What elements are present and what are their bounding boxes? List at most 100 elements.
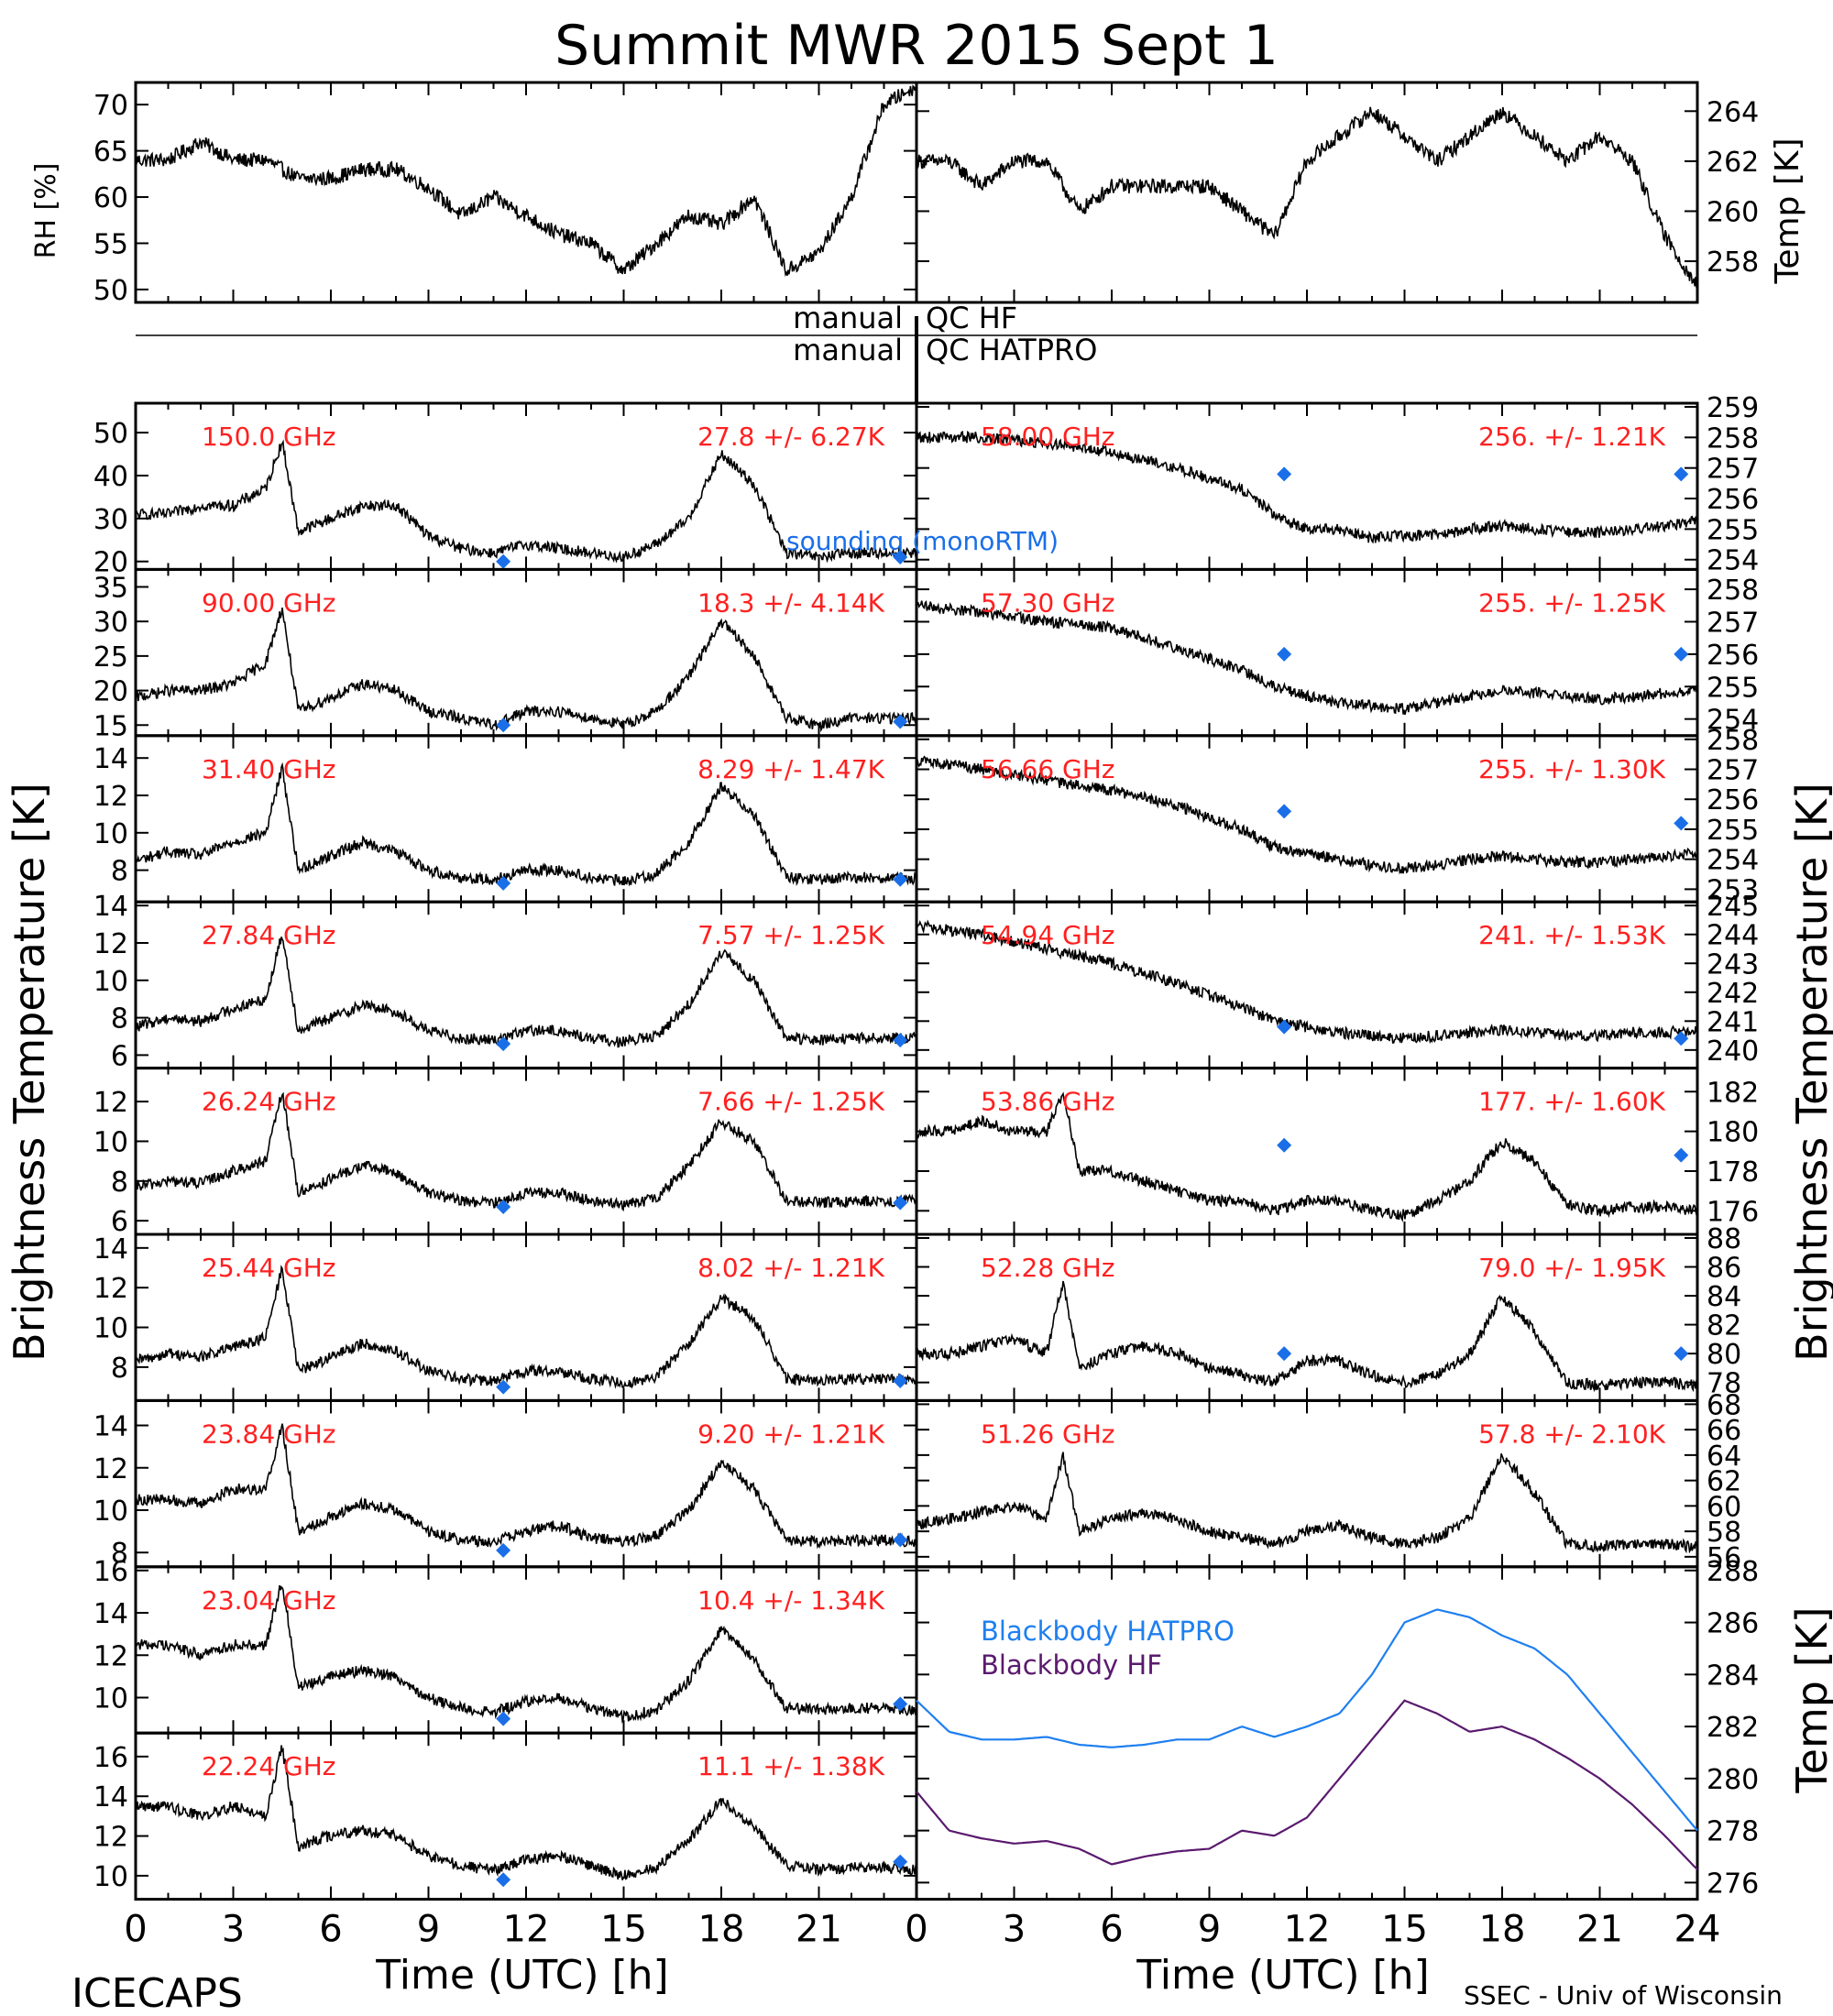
trace-line	[135, 1584, 917, 1724]
y-tick-label: 14	[93, 1411, 128, 1443]
y-tick-label: 65	[93, 137, 128, 169]
x-tick-label-left: 9	[417, 1909, 440, 1951]
channel-stats: 177. +/- 1.60K	[1478, 1087, 1665, 1117]
y-tick-label: 40	[93, 461, 128, 493]
y-tick-label: 240	[1707, 1035, 1759, 1068]
x-tick-label-right: 0	[905, 1909, 927, 1951]
y-tick-label: 282	[1707, 1712, 1759, 1744]
y-tick-label: 30	[93, 504, 128, 536]
y-tick-label: 12	[93, 1640, 128, 1672]
bb-hf-line	[916, 1699, 1698, 1870]
channel-stats: 57.8 +/- 2.10K	[1478, 1419, 1665, 1449]
channel-stats: 255. +/- 1.30K	[1478, 754, 1665, 784]
y-tick-label: 64	[1707, 1441, 1741, 1473]
sounding-marker	[496, 1379, 511, 1395]
sounding-marker	[1674, 1031, 1689, 1046]
qc-hf-right: QC HF	[926, 301, 1017, 335]
y-tick-label: 176	[1707, 1196, 1759, 1228]
sounding-marker	[496, 718, 511, 733]
y-tick-label: 14	[93, 1781, 128, 1813]
y-tick-label: 10	[93, 1126, 128, 1158]
y-tick-label: 20	[93, 676, 128, 708]
sounding-marker	[496, 1199, 511, 1214]
chart-title: Summit MWR 2015 Sept 1	[554, 14, 1279, 78]
y-tick-label: 88	[1707, 1223, 1741, 1255]
y-tick-label: 178	[1707, 1156, 1759, 1189]
channel-label: 56.66 GHz	[981, 754, 1115, 784]
time-axis-label-right: Time (UTC) [h]	[1136, 1952, 1429, 1999]
sounding-marker	[1277, 1019, 1292, 1035]
channel-stats: 9.20 +/- 1.21K	[697, 1419, 884, 1449]
time-axis-label-left: Time (UTC) [h]	[375, 1952, 668, 1999]
y-tick-label: 241	[1707, 1006, 1759, 1038]
y-tick-label: 70	[93, 90, 128, 122]
y-tick-label: 180	[1707, 1117, 1759, 1149]
y-tick-label: 60	[1707, 1491, 1741, 1523]
y-tick-label: 10	[93, 1496, 128, 1528]
x-tick-label-left: 18	[698, 1909, 745, 1951]
x-tick-label-left: 15	[600, 1909, 647, 1951]
bb-hatpro-line	[916, 1608, 1698, 1832]
channel-stats: 7.66 +/- 1.25K	[697, 1087, 884, 1117]
channel-label: 57.30 GHz	[981, 587, 1115, 618]
rh-axis-label: RH [%]	[30, 163, 62, 259]
y-tick-label: 256	[1707, 640, 1759, 672]
sounding-marker	[893, 1532, 908, 1548]
y-tick-label: 66	[1707, 1415, 1741, 1447]
x-tick-label-right: 15	[1381, 1909, 1428, 1951]
channel-stats: 255. +/- 1.25K	[1478, 587, 1665, 618]
trace-line	[135, 439, 917, 564]
sounding-marker	[1674, 1147, 1689, 1163]
channel-label: 54.94 GHz	[981, 920, 1115, 950]
x-tick-label-left: 6	[319, 1909, 342, 1951]
y-tick-label: 257	[1707, 607, 1759, 639]
x-tick-label-right: 21	[1576, 1909, 1623, 1951]
x-tick-label-left: 3	[222, 1909, 245, 1951]
x-tick-label-right: 6	[1100, 1909, 1123, 1951]
y-tick-label: 10	[93, 818, 128, 850]
y-tick-label: 286	[1707, 1608, 1759, 1640]
y-tick-label: 78	[1707, 1368, 1741, 1400]
channel-stats: 241. +/- 1.53K	[1478, 920, 1665, 950]
sounding-marker	[893, 714, 908, 729]
channel-stats: 11.1 +/- 1.38K	[697, 1751, 884, 1781]
sounding-marker	[1277, 646, 1292, 662]
footer-ssec: SSEC - Univ of Wisconsin	[1464, 1980, 1783, 2011]
sounding-marker	[496, 1872, 511, 1888]
trace-line	[916, 106, 1698, 291]
y-tick-label: 245	[1707, 891, 1759, 923]
y-tick-label: 256	[1707, 784, 1759, 816]
x-tick-label-left: 0	[124, 1909, 147, 1951]
y-tick-label: 276	[1707, 1868, 1759, 1900]
y-tick-label: 254	[1707, 545, 1759, 577]
trace-line	[135, 1745, 917, 1881]
qc-hatpro-left: manual	[793, 333, 903, 367]
y-tick-label: 256	[1707, 484, 1759, 516]
sounding-marker	[893, 550, 908, 565]
y-tick-label: 14	[93, 743, 128, 775]
trace-line	[135, 1091, 917, 1212]
y-tick-label: 8	[111, 856, 128, 888]
y-tick-label: 14	[93, 891, 128, 923]
y-tick-label: 278	[1707, 1816, 1759, 1848]
y-tick-label: 258	[1707, 422, 1759, 455]
sounding-marker	[1277, 804, 1292, 819]
y-tick-label: 84	[1707, 1281, 1741, 1313]
y-tick-label: 259	[1707, 392, 1759, 424]
y-tick-label: 15	[93, 710, 128, 742]
y-tick-label: 255	[1707, 514, 1759, 546]
qc-hatpro-right: QC HATPRO	[926, 333, 1097, 367]
channel-label: 51.26 GHz	[981, 1419, 1115, 1449]
channel-stats: 10.4 +/- 1.34K	[697, 1585, 884, 1616]
sounding-marker	[1674, 816, 1689, 831]
trace-line	[916, 430, 1698, 544]
y-tick-label: 12	[93, 928, 128, 960]
y-tick-label: 50	[93, 275, 128, 307]
y-tick-label: 12	[93, 1087, 128, 1119]
y-tick-label: 255	[1707, 672, 1759, 704]
y-tick-label: 12	[93, 1822, 128, 1854]
y-tick-label: 8	[111, 1167, 128, 1199]
trace-line	[916, 600, 1698, 715]
sounding-marker	[1277, 466, 1292, 482]
y-tick-label: 68	[1707, 1389, 1741, 1421]
